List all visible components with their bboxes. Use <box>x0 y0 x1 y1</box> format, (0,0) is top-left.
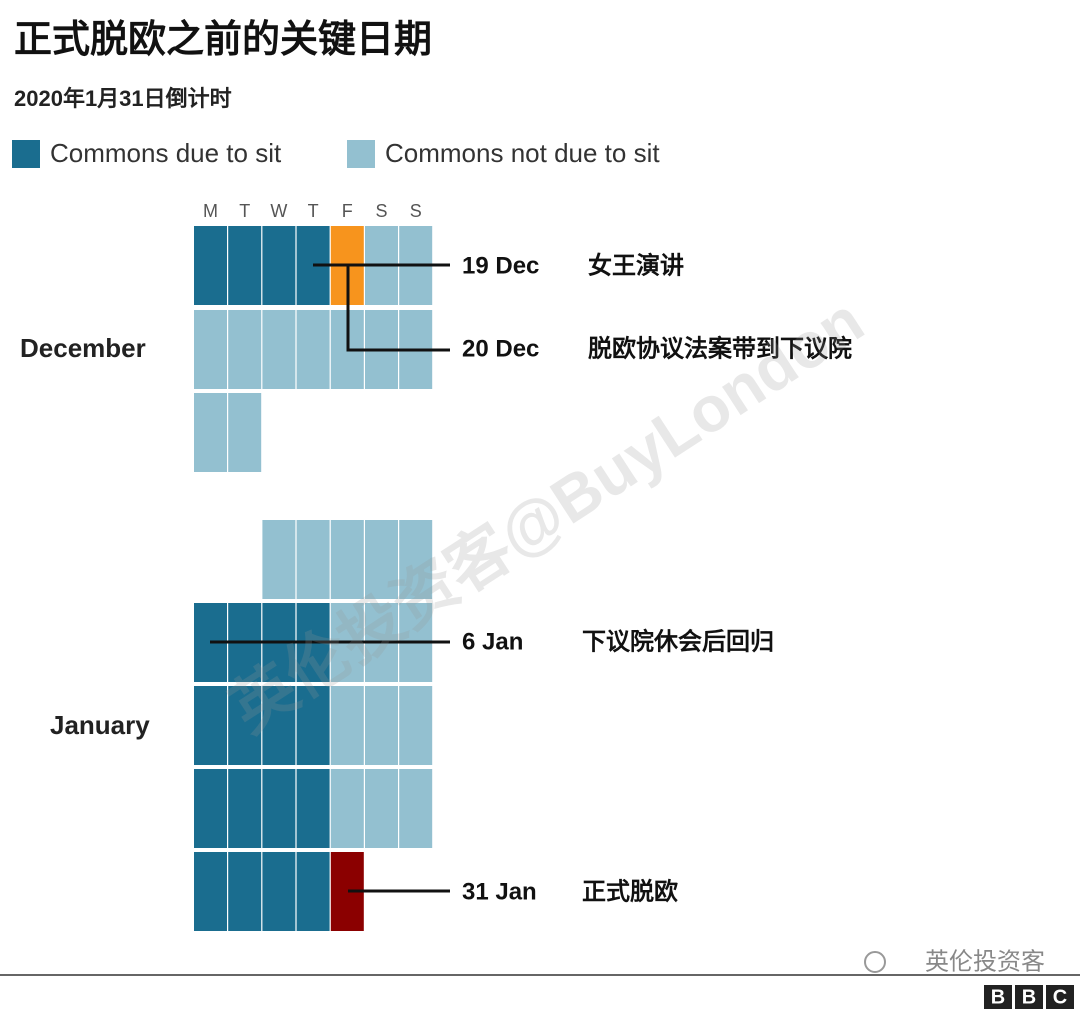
subtitle: 2020年1月31日倒计时 <box>14 86 232 111</box>
day-cell <box>365 686 398 765</box>
annotation-text: 脱欧协议法案带到下议院 <box>588 334 852 362</box>
day-cell <box>228 686 262 765</box>
month-label: January <box>50 710 150 740</box>
logo-box <box>1046 985 1074 1009</box>
account-name: 英伦投资客 <box>925 948 1045 975</box>
day-cell <box>194 310 227 389</box>
day-cell <box>262 520 296 599</box>
weekday-label: M <box>203 201 218 221</box>
day-cell <box>262 686 296 765</box>
annotation-leader <box>346 265 450 352</box>
annotation-text: 女王演讲 <box>588 251 684 279</box>
day-cell <box>296 769 330 848</box>
weekday-label: W <box>270 201 287 221</box>
legend-swatch <box>12 140 40 168</box>
wechat-icon <box>864 951 886 973</box>
day-cell <box>228 769 262 848</box>
month-label: December <box>20 333 146 363</box>
weekday-label: T <box>239 201 250 221</box>
day-cell <box>365 769 398 848</box>
day-cell <box>228 226 262 305</box>
day-cell <box>194 686 227 765</box>
annotation-date: 20 Dec <box>462 335 539 362</box>
annotation-date: 6 Jan <box>462 628 523 655</box>
day-cell <box>330 686 364 765</box>
day-cell <box>365 520 398 599</box>
logo-letter: B <box>1022 986 1036 1008</box>
day-cell <box>262 310 296 389</box>
day-cell <box>330 520 364 599</box>
day-cell <box>330 769 364 848</box>
day-cell <box>262 226 296 305</box>
logo-letter: B <box>991 986 1005 1008</box>
title: 正式脱欧之前的关键日期 <box>14 19 432 61</box>
weekday-label: F <box>342 201 353 221</box>
day-cell <box>228 393 262 472</box>
day-cell <box>228 310 262 389</box>
logo-box <box>984 985 1012 1009</box>
day-cell <box>194 852 227 931</box>
day-cell <box>296 520 330 599</box>
day-cell <box>399 520 433 599</box>
day-cell <box>194 769 227 848</box>
day-cell <box>296 310 330 389</box>
annotation-text: 正式脱欧 <box>582 877 678 905</box>
weekday-label: T <box>308 201 319 221</box>
weekday-label: S <box>375 201 387 221</box>
day-cell <box>296 852 330 931</box>
day-cell <box>296 686 330 765</box>
day-cell <box>228 852 262 931</box>
annotation-date: 19 Dec <box>462 252 539 279</box>
day-cell <box>262 852 296 931</box>
day-cell <box>194 226 227 305</box>
weekday-label: S <box>410 201 422 221</box>
day-cell <box>399 686 433 765</box>
logo-letter: C <box>1053 986 1067 1008</box>
legend-label: Commons not due to sit <box>385 138 660 168</box>
day-cell <box>262 769 296 848</box>
annotation-date: 31 Jan <box>462 878 537 905</box>
day-cell <box>399 769 433 848</box>
legend-label: Commons due to sit <box>50 138 282 168</box>
legend-swatch <box>347 140 375 168</box>
day-cell <box>194 393 227 472</box>
annotation-text: 下议院休会后回归 <box>582 627 774 655</box>
logo-box <box>1015 985 1043 1009</box>
